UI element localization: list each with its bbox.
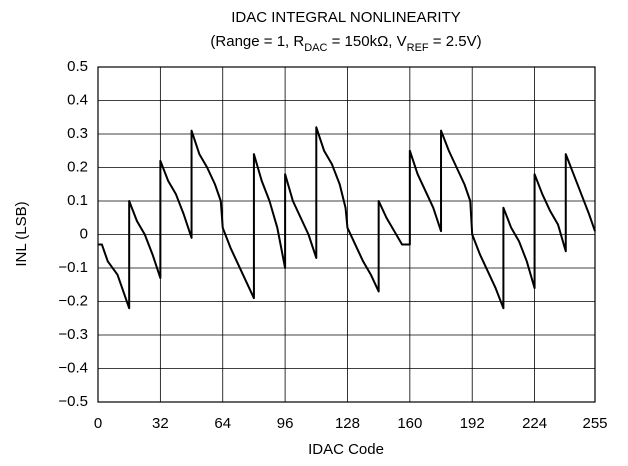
y-tick-label: −0.3 — [58, 326, 88, 343]
subtitle-part: DAC — [304, 42, 327, 54]
chart-title: IDAC INTEGRAL NONLINEARITY — [231, 9, 460, 26]
x-tick-label: 160 — [397, 415, 422, 432]
y-tick-label: 0.4 — [67, 91, 88, 108]
x-tick-label: 96 — [277, 415, 294, 432]
x-tick-label: 255 — [582, 415, 607, 432]
y-tick-label: 0 — [80, 225, 88, 242]
y-tick-label: 0.1 — [67, 192, 88, 209]
y-tick-label: −0.1 — [58, 259, 88, 276]
x-tick-label: 224 — [522, 415, 547, 432]
plot-frame — [97, 66, 596, 403]
y-tick-label: −0.5 — [58, 393, 88, 410]
y-tick-label: 0.2 — [67, 158, 88, 175]
y-tick-label: −0.4 — [58, 359, 88, 376]
y-tick-label: 0.3 — [67, 125, 88, 142]
subtitle-part: = 150kΩ, V — [327, 33, 406, 50]
chart-subtitle: (Range = 1, RDAC = 150kΩ, VREF = 2.5V) — [210, 33, 481, 54]
x-tick-label: 0 — [94, 415, 102, 432]
x-tick-label: 64 — [214, 415, 231, 432]
y-tick-label: 0.5 — [67, 58, 88, 75]
inl-line — [98, 126, 596, 310]
subtitle-part: = 2.5V) — [429, 33, 482, 50]
y-tick-label: −0.2 — [58, 292, 88, 309]
x-tick-label: 32 — [152, 415, 169, 432]
subtitle-part: REF — [407, 42, 429, 54]
x-tick-label: 192 — [460, 415, 485, 432]
x-tick-label: 128 — [335, 415, 360, 432]
y-axis-label: INL (LSB) — [13, 201, 30, 266]
subtitle-part: (Range = 1, R — [210, 33, 304, 50]
x-axis-label: IDAC Code — [308, 441, 384, 458]
